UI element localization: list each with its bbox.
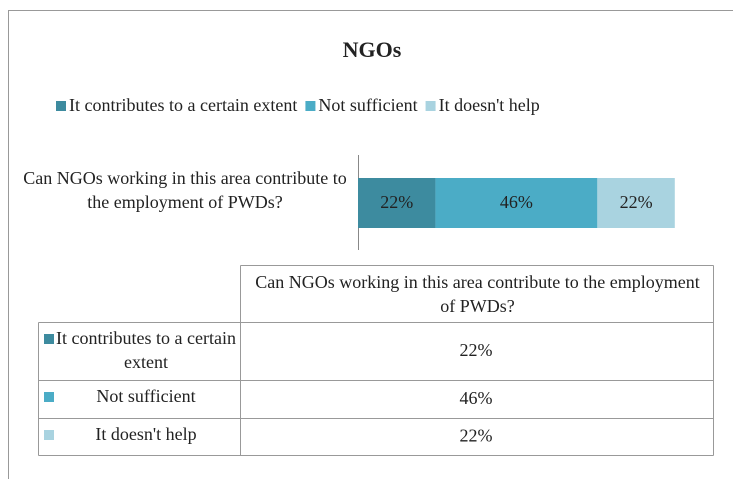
legend-swatch [56,101,66,111]
data-label: 22% [380,192,413,212]
table-cell: 22% [460,426,493,446]
table-swatch [44,392,54,402]
legend-swatch [305,101,316,111]
bar-segment [435,178,598,228]
table-swatch [44,430,54,440]
data-label: 46% [500,192,533,212]
table-cell: 46% [460,388,493,408]
table-row-label: It doesn't help [95,424,197,444]
chart-frame [8,10,733,479]
bar-segment [358,178,436,228]
table-cell: 22% [460,340,493,360]
table-row-label: It contributes to a certain extent [56,328,236,372]
legend-label: Not sufficient [318,95,417,115]
table-swatch [44,334,54,344]
legend-swatch [425,101,436,111]
chart-title: NGOs [343,37,402,62]
table-row-label: Not sufficient [96,386,196,406]
legend: It contributes to a certain extent Not su… [56,95,540,115]
category-label: Can NGOs working in this area contribute… [23,168,347,212]
table-header: Can NGOs working in this area contribute… [255,272,700,316]
legend-label: It doesn't help [439,95,540,115]
legend-label: It contributes to a certain extent [69,95,297,115]
data-table [38,265,714,456]
bar-segment [597,178,675,228]
data-label: 22% [620,192,653,212]
